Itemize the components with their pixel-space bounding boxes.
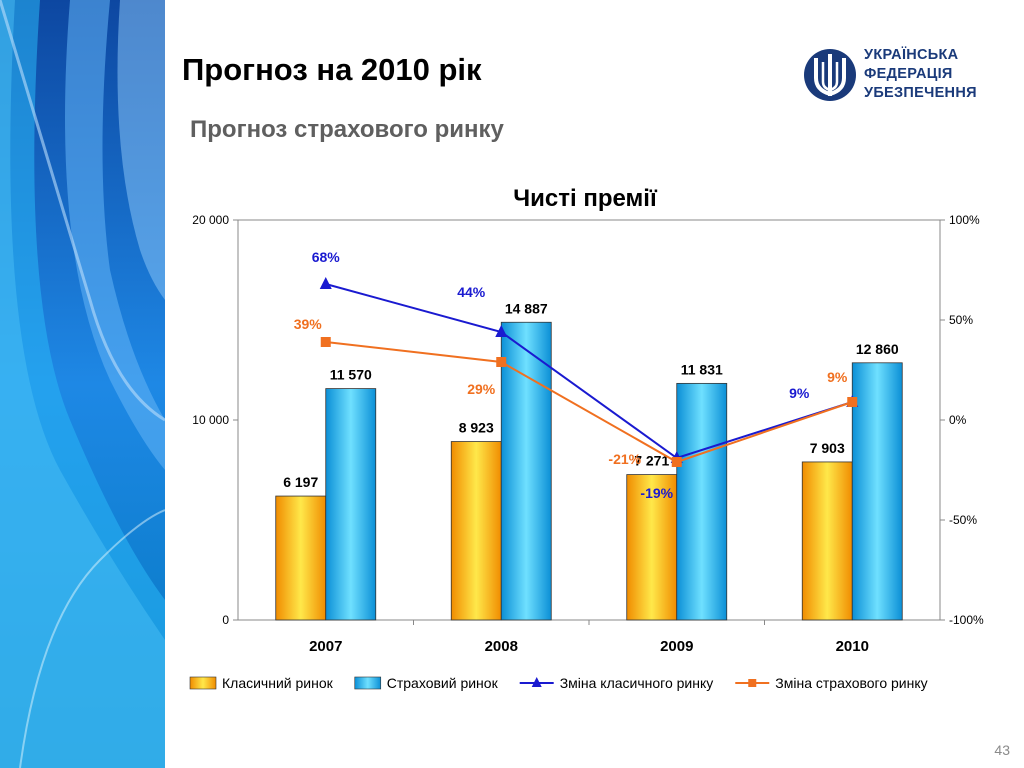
legend-label: Зміна класичного ринку <box>560 675 714 691</box>
bar-classic-market <box>450 441 502 621</box>
bar-label-classic: 6 197 <box>283 474 318 490</box>
marker-classic-change <box>495 325 508 337</box>
net-premiums-chart: Чисті премії 0 10 000 20 000 -100% -50% 0% 50%… <box>189 185 984 691</box>
y-right-tick-label: -50% <box>949 513 977 527</box>
y-left-tick-label: 20 000 <box>192 213 229 227</box>
line-label-insurance: 9% <box>827 369 848 385</box>
bar-label-classic: 7 271 <box>634 453 669 469</box>
line-label-classic: 44% <box>457 284 486 300</box>
line-insurance-change <box>325 341 853 464</box>
x-tick-label: 2007 <box>309 638 342 655</box>
y-left-tick-label: 0 <box>222 613 229 627</box>
logo-line-2: ФЕДЕРАЦІЯ <box>864 66 953 82</box>
bar-label-insurance: 12 860 <box>856 341 899 357</box>
legend-marker-classic <box>531 677 542 687</box>
logo-text: УКРАЇНСЬКА ФЕДЕРАЦІЯ УБЕЗПЕЧЕННЯ <box>864 46 977 103</box>
legend-label: Класичний ринок <box>222 675 334 691</box>
bar-classic-market <box>801 461 853 621</box>
logo-line-1: УКРАЇНСЬКА <box>864 47 959 63</box>
bar-label-insurance: 14 887 <box>505 300 548 316</box>
bar-classic-market <box>275 495 327 621</box>
logo-line-3: УБЕЗПЕЧЕННЯ <box>864 85 977 101</box>
bar-label-classic: 7 903 <box>810 440 845 456</box>
line-classic-change <box>325 283 853 460</box>
marker-insurance-change <box>847 397 858 407</box>
line-label-classic: 68% <box>312 249 341 265</box>
slide-subtitle: Прогноз страхового ринку <box>190 116 504 143</box>
x-tick-label: 2008 <box>485 638 518 655</box>
decorative-blue-stripes <box>0 0 165 768</box>
x-tick-label: 2010 <box>836 638 869 655</box>
legend-swatch-classic <box>189 676 217 690</box>
y-left-tick-label: 10 000 <box>192 413 229 427</box>
marker-classic-change <box>319 277 332 289</box>
line-label-classic: -19% <box>640 485 673 501</box>
page-number: 43 <box>994 742 1010 758</box>
y-right-tick-label: -100% <box>949 613 984 627</box>
bar-label-insurance: 11 570 <box>330 367 372 383</box>
marker-insurance-change <box>671 457 682 467</box>
bar-insurance-market <box>325 388 377 621</box>
line-label-insurance: 29% <box>467 381 496 397</box>
line-label-insurance: -21% <box>608 451 641 467</box>
legend-swatch-insurance <box>354 676 382 690</box>
marker-insurance-change <box>320 337 331 347</box>
marker-insurance-change <box>496 357 507 367</box>
y-right-tick-label: 50% <box>949 313 973 327</box>
bar-classic-market <box>626 474 678 621</box>
bar-label-classic: 8 923 <box>459 420 494 436</box>
trident-emblem-icon <box>804 49 856 101</box>
bar-insurance-market <box>500 321 552 621</box>
line-label-insurance: 39% <box>294 316 323 332</box>
bar-insurance-market <box>851 362 903 621</box>
bar-label-insurance: 11 831 <box>681 361 723 377</box>
y-right-tick-label: 0% <box>949 413 967 427</box>
legend-label: Страховий ринок <box>387 675 499 691</box>
line-label-classic: 9% <box>789 385 810 401</box>
chart-title: Чисті премії <box>513 185 658 212</box>
x-tick-label: 2009 <box>660 638 693 655</box>
legend-marker-insurance <box>748 679 757 687</box>
slide-title: Прогноз на 2010 рік <box>182 52 482 87</box>
legend-label: Зміна страхового ринку <box>775 675 927 691</box>
y-right-tick-label: 100% <box>949 213 980 227</box>
bar-insurance-market <box>676 382 728 621</box>
